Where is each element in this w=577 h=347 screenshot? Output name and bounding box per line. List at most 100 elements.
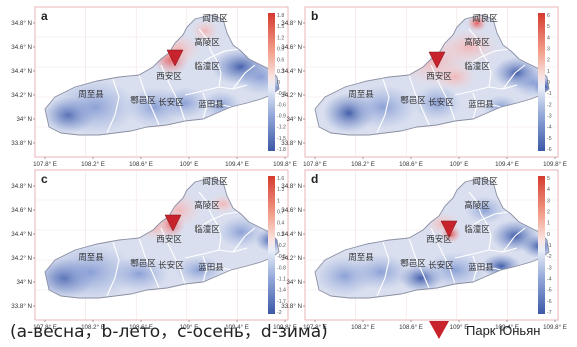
legend-marker <box>429 321 449 339</box>
colorbar-tick-label: -1.1 <box>277 277 286 283</box>
district-label: 蓝田县 <box>468 262 494 273</box>
y-tick-label: 34.2° N <box>281 255 302 262</box>
district-boundary <box>408 237 430 289</box>
district-label: 鄠邑区 <box>400 258 426 269</box>
y-tick-label: 34.8° N <box>11 183 32 190</box>
colorbar-tick-label: -0.8 <box>277 265 286 271</box>
district-label: 高陵区 <box>194 200 220 211</box>
y-tick-label: 33.8° N <box>281 303 302 310</box>
x-tick-label: 108.2° E <box>351 161 375 168</box>
county-outline <box>314 14 550 136</box>
district-boundary <box>204 265 232 273</box>
district-boundary <box>106 241 120 297</box>
district-boundary <box>138 74 160 126</box>
district-boundary <box>194 211 240 231</box>
district-label: 周至县 <box>78 253 104 263</box>
colorbar-tick-label: -3 <box>547 265 552 271</box>
x-tick-label: 108.2° E <box>351 324 375 331</box>
district-boundary <box>430 227 456 285</box>
district-boundary <box>464 48 510 68</box>
colorbar-tick-label: 1.3 <box>277 187 284 193</box>
colorbar-tick-label: 0 <box>277 80 280 86</box>
y-tick-label: 33.8° N <box>11 140 32 147</box>
x-tick-label: 108.6° E <box>399 324 423 331</box>
colorbar-tick-label: -1.4 <box>277 288 286 294</box>
colorbar-tick-label: 2 <box>547 210 550 216</box>
colorbar-tick-label: 1.6 <box>277 176 284 182</box>
district-label: 蓝田县 <box>198 99 224 110</box>
district-boundary <box>474 102 502 110</box>
y-tick-label: 34° N <box>286 116 302 123</box>
y-tick-label: 34.4° N <box>281 68 302 75</box>
y-tick-label: 33.8° N <box>11 303 32 310</box>
colorbar-tick-label: 1 <box>547 221 550 227</box>
x-tick-label: 109.4° E <box>495 161 519 168</box>
panel-letter: c <box>41 172 48 186</box>
x-tick-label: 109° E <box>450 324 469 331</box>
x-tick-label: 108.6° E <box>399 161 423 168</box>
density-blob <box>413 85 461 121</box>
colorbar-tick-label: -2 <box>547 254 552 260</box>
y-tick-label: 34.2° N <box>281 92 302 99</box>
x-tick-label: 109.8° E <box>273 161 297 168</box>
county-region <box>315 178 549 298</box>
district-boundary <box>376 78 390 134</box>
colorbar-tick-label: -1.7 <box>277 299 286 305</box>
district-label: 西安区 <box>156 234 182 245</box>
yunyang-park-marker <box>164 214 182 232</box>
density-blob <box>425 252 485 288</box>
x-tick-label: 107.8° E <box>303 161 327 168</box>
colorbar-tick-label: 1.8 <box>277 13 284 19</box>
x-tick-label: 109.4° E <box>225 161 249 168</box>
x-tick-label: 107.8° E <box>33 324 57 331</box>
y-tick-label: 34° N <box>16 116 32 123</box>
colorbar-tick-label: -1 <box>547 91 552 97</box>
colorbar-tick-label: -5 <box>547 136 552 142</box>
x-tick-label: 109.8° E <box>543 324 567 331</box>
district-boundary <box>232 64 256 90</box>
colorbar-tick-label: -4 <box>547 125 552 131</box>
colorbar-tick-label: 3 <box>547 47 550 53</box>
colorbar <box>538 176 545 314</box>
colorbar-tick-label: -0.2 <box>277 243 286 249</box>
district-label: 长安区 <box>428 260 454 271</box>
colorbar-tick-label: 0.7 <box>277 210 284 216</box>
district-boundary <box>202 92 208 120</box>
colorbar-tick-label: -0.6 <box>277 102 286 108</box>
x-tick-label: 109.4° E <box>495 324 519 331</box>
district-boundary <box>430 64 456 122</box>
colorbar-tick-label: 5 <box>547 176 550 182</box>
colorbar-tick-label: 5 <box>547 24 550 30</box>
district-label: 蓝田县 <box>468 99 494 110</box>
district-label: 周至县 <box>348 90 374 100</box>
colorbar-tick-label: -5 <box>547 288 552 294</box>
panel-letter: a <box>41 9 48 23</box>
y-tick-label: 34.2° N <box>11 255 32 262</box>
density-blob <box>433 63 477 91</box>
colorbar-tick-label: 0.6 <box>277 58 284 64</box>
county-outline <box>44 177 280 299</box>
district-label: 高陵区 <box>464 200 490 211</box>
district-boundary <box>204 102 232 110</box>
district-label: 阎良区 <box>202 176 228 187</box>
district-label: 临潼区 <box>464 61 490 72</box>
x-tick-label: 109° E <box>450 161 469 168</box>
district-label: 鄠邑区 <box>130 95 156 106</box>
colorbar-tick-label: 1 <box>277 198 280 204</box>
density-blob <box>351 254 411 290</box>
colorbar-tick-label: 0.4 <box>277 221 284 227</box>
county-outline <box>44 14 280 136</box>
x-tick-label: 109.8° E <box>543 161 567 168</box>
x-tick-label: 109.8° E <box>273 324 297 331</box>
district-label: 临潼区 <box>194 61 220 72</box>
colorbar-tick-label: -6 <box>547 147 552 153</box>
colorbar-tick-label: -2 <box>277 310 282 316</box>
x-tick-label: 109° E <box>180 161 199 168</box>
legend: Парк Юньян <box>428 318 540 342</box>
yunyang-park-marker <box>440 220 458 238</box>
district-boundary <box>202 255 208 283</box>
colorbar-tick-label: -3 <box>547 114 552 120</box>
district-boundary <box>160 227 186 285</box>
